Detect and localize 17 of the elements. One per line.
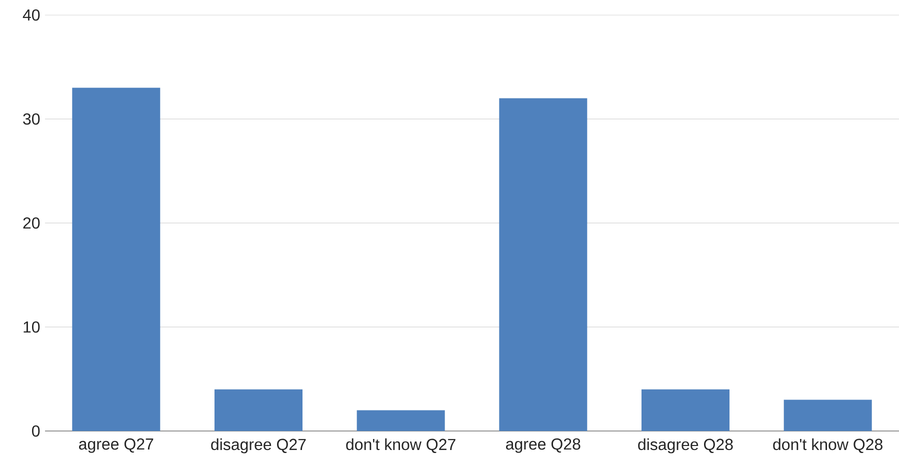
y-tick-label: 20 bbox=[23, 217, 40, 229]
y-tick-label: 10 bbox=[24, 321, 40, 333]
x-tick-label: don't know Q28 bbox=[773, 438, 882, 454]
bar bbox=[72, 88, 160, 431]
bar bbox=[784, 400, 872, 431]
bar bbox=[499, 98, 588, 431]
y-tick-label: 30 bbox=[23, 113, 40, 125]
x-tick-label: agree Q28 bbox=[506, 438, 580, 453]
x-tick-label: don't know Q27 bbox=[346, 438, 456, 454]
y-tick-label: 40 bbox=[22, 9, 40, 21]
bar bbox=[642, 389, 730, 431]
x-tick-label: agree Q27 bbox=[79, 438, 154, 453]
bar bbox=[356, 410, 445, 431]
bar bbox=[214, 389, 303, 431]
x-tick-label: disagree Q28 bbox=[638, 438, 733, 454]
x-tick-label: disagree Q27 bbox=[211, 438, 306, 454]
y-tick-label: 0 bbox=[32, 425, 40, 437]
